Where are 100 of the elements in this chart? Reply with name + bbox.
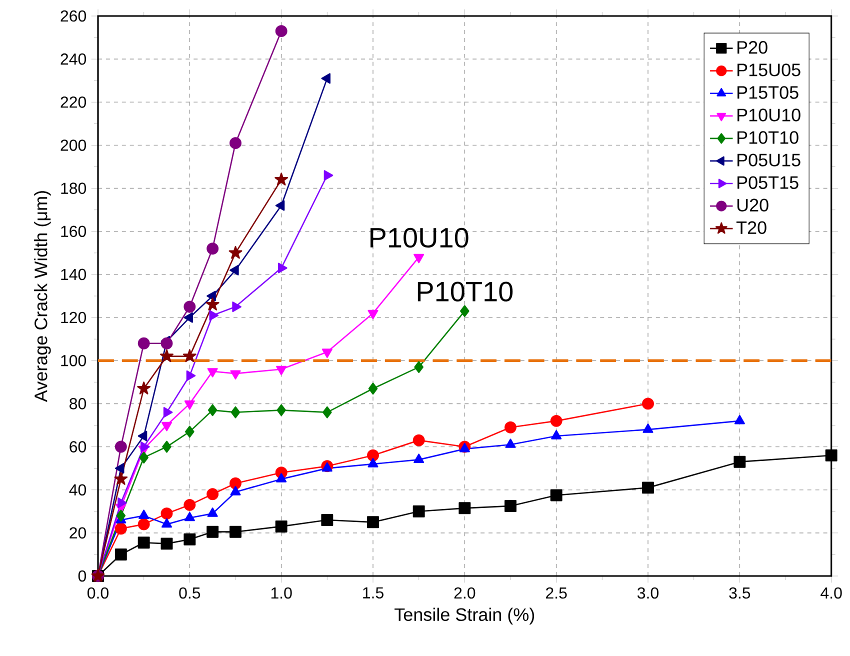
point [162,440,172,453]
point [551,430,562,440]
point [367,449,379,462]
point [321,514,334,526]
point [550,414,562,427]
x-axis-title: Tensile Strain (%) [394,608,534,625]
point [460,305,470,318]
point [230,137,242,150]
point [504,500,516,512]
point [114,522,127,535]
point [160,349,174,362]
point [184,312,193,323]
y-tick-label: 160 [61,226,86,238]
x-tick-label: 0.0 [88,587,108,599]
legend-label: P20 [738,41,768,54]
point [321,73,330,84]
point [138,518,150,530]
y-axis-title: Average Crack Width (μm) [34,191,51,402]
point [642,482,654,494]
point [206,488,219,500]
y-tick-label: 100 [61,354,86,366]
point [230,477,242,490]
legend-label: P10U10 [738,108,800,122]
legend-label: P05U15 [738,154,800,166]
y-tick-label: 240 [60,53,86,65]
point [184,400,195,410]
point [550,489,562,502]
point [138,510,150,520]
point [230,526,242,538]
point [206,290,216,302]
point [276,404,286,416]
point [184,533,196,546]
point [642,398,654,410]
point [278,262,288,274]
point [208,404,218,416]
point [324,170,334,181]
point [209,310,219,321]
point [274,172,288,186]
y-tick-label: 260 [60,10,86,22]
x-tick-label: 2.0 [454,587,476,599]
point [322,348,332,358]
point [275,200,285,211]
point [114,440,127,453]
point [412,505,425,518]
point [228,246,242,259]
point [504,421,516,434]
point [139,452,148,464]
point [140,442,150,452]
point [161,518,172,528]
point [230,406,240,418]
point [206,526,219,538]
y-tick-label: 180 [61,182,86,194]
point [734,414,745,424]
point [114,472,128,485]
point [184,512,195,522]
x-tick-label: 1.5 [363,587,384,599]
point [184,300,196,313]
point [276,473,287,482]
annotation: P10U10 [370,228,468,248]
annotation: P10T10 [418,282,513,302]
y-tick-label: 60 [70,441,86,452]
point [642,424,654,433]
legend-label: U20 [737,198,768,212]
point [458,502,471,514]
point [118,498,127,508]
point [114,548,127,560]
point [412,434,425,446]
y-tick-label: 20 [70,527,86,539]
y-tick-label: 120 [61,312,86,324]
point [232,302,242,312]
x-tick-label: 0.5 [179,587,200,599]
point [275,520,288,532]
point [138,536,150,549]
point [414,361,424,374]
x-tick-label: 3.5 [729,587,750,599]
point [161,422,172,432]
point [322,406,332,418]
point [116,510,126,522]
point [186,370,196,381]
point [182,349,196,362]
y-tick-label: 80 [70,398,86,410]
point [368,382,378,395]
x-tick-label: 3.0 [637,587,658,599]
point [207,368,218,378]
point [138,337,150,350]
legend-label: P05T15 [738,176,798,189]
point [160,538,173,550]
point [184,498,196,511]
legend-label: T20 [736,221,766,234]
point [825,449,838,462]
point [206,298,220,310]
point [137,382,151,394]
point [734,456,746,468]
point [206,242,219,255]
point [185,426,194,438]
point [368,458,378,468]
x-tick-label: 4.0 [820,587,842,599]
point [275,25,288,38]
point [230,264,239,276]
x-tick-label: 1.0 [271,587,292,599]
